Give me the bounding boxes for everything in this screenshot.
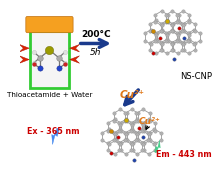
FancyBboxPatch shape	[30, 31, 69, 88]
Polygon shape	[19, 56, 29, 63]
Text: Thioacetamide + Water: Thioacetamide + Water	[7, 92, 92, 98]
FancyBboxPatch shape	[26, 16, 73, 33]
Text: Em - 443 nm: Em - 443 nm	[156, 149, 212, 159]
Polygon shape	[52, 128, 59, 144]
Text: NS-CNP: NS-CNP	[180, 72, 212, 81]
Text: 200°C: 200°C	[81, 30, 111, 39]
Polygon shape	[155, 140, 160, 153]
Polygon shape	[70, 44, 80, 52]
Polygon shape	[70, 56, 80, 63]
Polygon shape	[19, 44, 29, 52]
Text: Cu²⁺: Cu²⁺	[120, 90, 145, 99]
Text: Ex - 365 nm: Ex - 365 nm	[27, 127, 79, 136]
Text: 5h: 5h	[90, 48, 101, 57]
Text: Cu²⁺: Cu²⁺	[139, 117, 161, 126]
